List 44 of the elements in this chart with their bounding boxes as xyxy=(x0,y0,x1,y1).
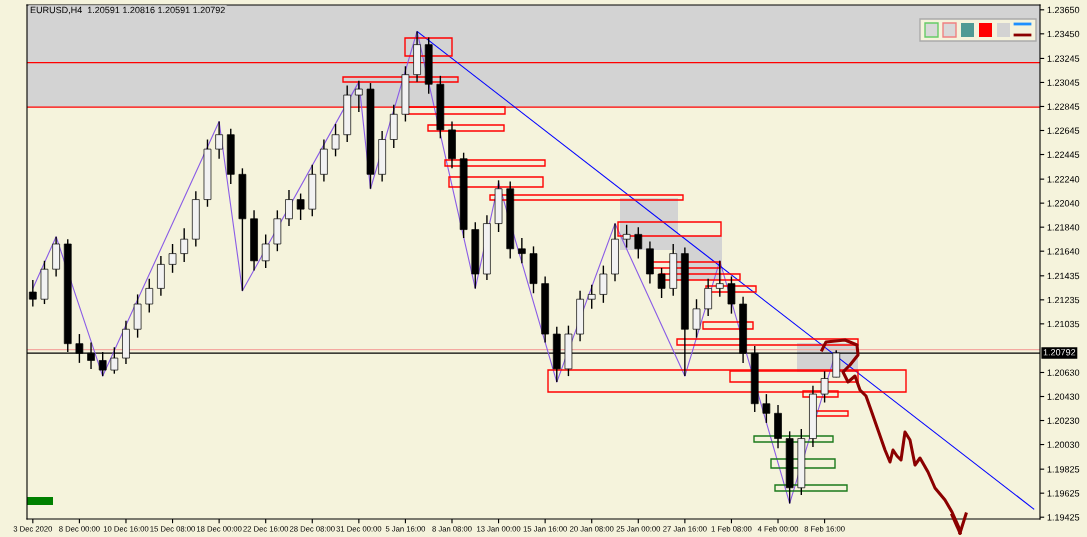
candlestick xyxy=(762,393,771,424)
candlestick xyxy=(168,243,177,274)
candlestick xyxy=(622,224,631,249)
candlestick xyxy=(285,189,293,227)
y-tick-label: 1.23045 xyxy=(1047,79,1080,86)
candlestick xyxy=(727,275,736,315)
y-tick-label: 1.22845 xyxy=(1047,103,1080,110)
y-tick-label: 1.21035 xyxy=(1047,320,1080,328)
candlestick xyxy=(296,192,305,221)
y-tick-label: 1.20030 xyxy=(1047,441,1080,448)
candlestick xyxy=(355,79,363,113)
candlestick xyxy=(820,370,829,404)
y-tick-label: 1.19825 xyxy=(1047,466,1080,473)
y-tick-label: 1.22240 xyxy=(1047,176,1080,183)
ref-line-label: 1.20792 xyxy=(1043,349,1076,356)
candlestick xyxy=(518,237,526,264)
y-tick-label: 1.19425 xyxy=(1047,514,1080,521)
candlestick xyxy=(180,227,189,263)
y-tick-label: 1.23450 xyxy=(1047,30,1080,38)
y-tick-label: 1.21840 xyxy=(1047,224,1080,231)
y-tick-label: 1.20230 xyxy=(1047,417,1080,424)
y-tick-label: 1.23245 xyxy=(1047,55,1080,62)
y-tick-label: 1.22445 xyxy=(1047,151,1080,158)
candlestick xyxy=(331,123,340,158)
candlestick xyxy=(634,226,643,260)
candlestick xyxy=(692,298,701,339)
y-tick-label: 1.21435 xyxy=(1047,272,1080,280)
candlestick xyxy=(587,284,596,310)
y-tick-label: 1.21235 xyxy=(1047,296,1080,304)
candlestick xyxy=(145,278,154,314)
chart-title: EURUSD,H4 1.20591 1.20816 1.20591 1.20792 xyxy=(30,6,225,15)
candlestick xyxy=(599,264,608,304)
candlestick xyxy=(215,120,223,160)
y-tick-label: 1.21640 xyxy=(1047,248,1080,255)
y-tick-label: 1.22040 xyxy=(1047,200,1080,207)
candlestick xyxy=(657,267,666,299)
y-tick-label: 1.19625 xyxy=(1047,490,1080,497)
y-tick-label: 1.23650 xyxy=(1047,6,1080,14)
candlestick xyxy=(261,233,270,269)
y-tick-label: 1.20430 xyxy=(1047,393,1080,400)
y-tick-label: 1.22645 xyxy=(1047,127,1080,134)
y-tick-label: 1.20630 xyxy=(1047,369,1080,376)
candlestick xyxy=(704,278,712,317)
candlestick xyxy=(715,260,724,298)
